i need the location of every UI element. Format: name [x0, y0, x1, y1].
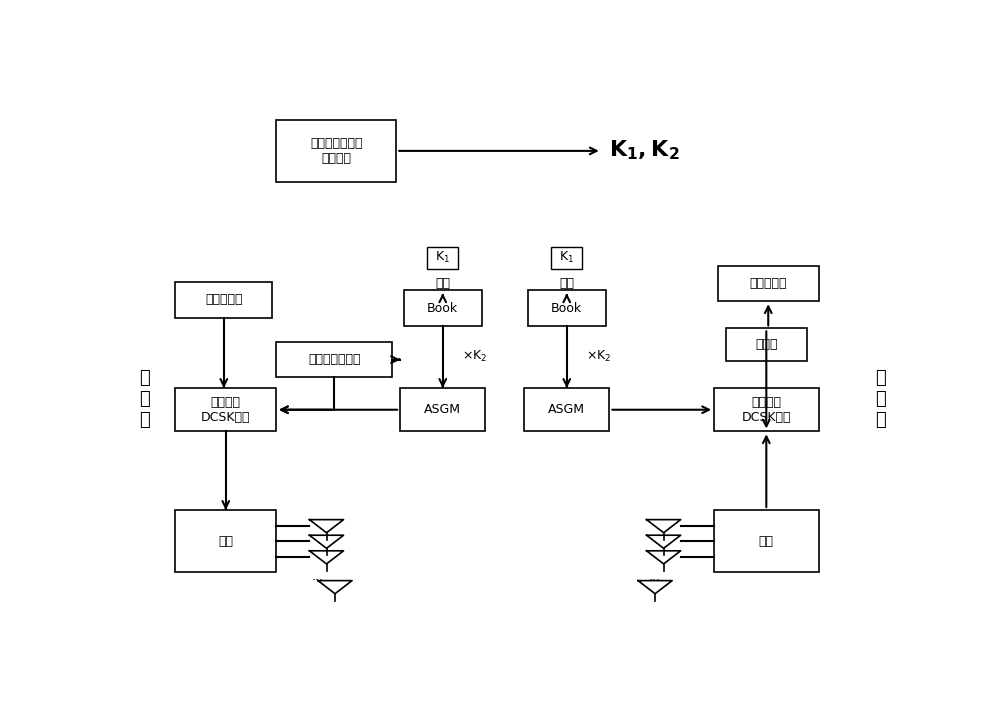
Text: 发
送
端: 发 送 端: [139, 369, 150, 429]
Text: K$_1$: K$_1$: [435, 251, 450, 265]
Bar: [175, 388, 276, 432]
Text: ASGM: ASGM: [424, 403, 461, 416]
Text: 混沌信号发生器: 混沌信号发生器: [308, 353, 360, 366]
Text: ASGM: ASGM: [548, 403, 585, 416]
Text: Book: Book: [427, 301, 458, 315]
Bar: [175, 282, 272, 318]
Text: 发射: 发射: [218, 534, 233, 548]
Bar: [276, 120, 396, 182]
Bar: [714, 388, 819, 432]
Text: ···: ···: [649, 574, 661, 586]
Text: 选择: 选择: [435, 277, 450, 291]
Text: 输入比特流: 输入比特流: [205, 294, 243, 306]
Text: ···: ···: [312, 574, 324, 586]
Text: $\mathbf{K_1,K_2}$: $\mathbf{K_1,K_2}$: [609, 139, 680, 163]
Text: 输出比特流: 输出比特流: [750, 277, 787, 290]
Bar: [714, 510, 819, 572]
Bar: [528, 291, 606, 326]
Text: 检测器: 检测器: [755, 338, 778, 351]
Text: Book: Book: [551, 301, 582, 315]
Text: ×K$_2$: ×K$_2$: [586, 349, 612, 365]
Text: 选择: 选择: [559, 277, 574, 291]
Bar: [175, 510, 276, 572]
Text: 接
收
端: 接 收 端: [875, 369, 886, 429]
Bar: [726, 328, 807, 361]
Bar: [718, 266, 819, 301]
Text: 在天线上
DCSK调制: 在天线上 DCSK调制: [201, 396, 250, 424]
Text: 在天线上
DCSK解调: 在天线上 DCSK解调: [742, 396, 791, 424]
Bar: [427, 247, 458, 269]
Text: 接收: 接收: [759, 534, 774, 548]
Bar: [524, 388, 609, 432]
Bar: [400, 388, 485, 432]
Text: ×K$_2$: ×K$_2$: [462, 349, 488, 365]
Bar: [551, 247, 582, 269]
Bar: [404, 291, 482, 326]
Text: 利用混沌序列生
成密钥集: 利用混沌序列生 成密钥集: [310, 137, 362, 165]
Bar: [276, 342, 392, 377]
Text: K$_1$: K$_1$: [559, 251, 574, 265]
